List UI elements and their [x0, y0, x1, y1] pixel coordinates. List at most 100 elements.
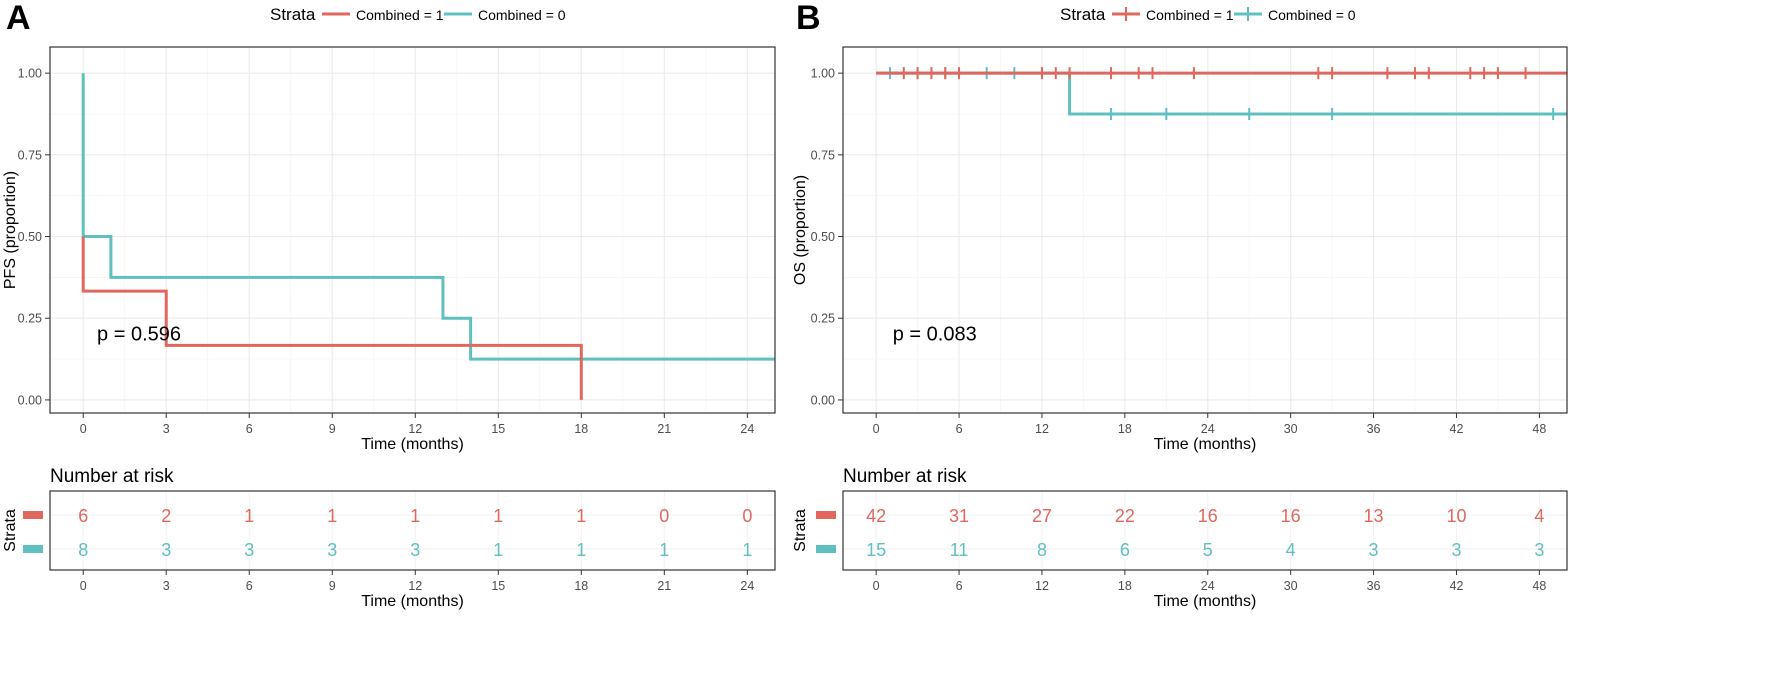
p-value-annotation: p = 0.083 [893, 324, 977, 346]
x-tick-label: 36 [1367, 422, 1381, 436]
risk-strata-key [23, 545, 43, 553]
y-tick-label: 0.50 [18, 230, 42, 244]
risk-count: 3 [1534, 540, 1544, 560]
x-axis-title: Time (months) [1154, 436, 1257, 453]
y-axis-title: OS (proportion) [792, 175, 809, 285]
y-tick-label: 0.25 [811, 312, 835, 326]
risk-x-tick-label: 15 [491, 579, 505, 593]
x-tick-label: 9 [329, 422, 336, 436]
risk-count: 22 [1115, 506, 1135, 526]
y-tick-label: 0.75 [811, 148, 835, 162]
risk-strata-key [23, 511, 43, 519]
km-curve-combined-0 [81, 73, 775, 361]
risk-count: 13 [1364, 506, 1384, 526]
y-tick-label: 1.00 [811, 67, 835, 81]
y-tick-label: 0.50 [811, 230, 835, 244]
risk-strata-axis-title: Strata [2, 509, 19, 552]
risk-count: 42 [866, 506, 886, 526]
risk-count: 8 [1037, 540, 1047, 560]
x-tick-label: 24 [1201, 422, 1215, 436]
risk-count: 15 [866, 540, 886, 560]
risk-count: 3 [161, 540, 171, 560]
risk-count: 1 [742, 540, 752, 560]
risk-count: 27 [1032, 506, 1052, 526]
risk-count: 16 [1198, 506, 1218, 526]
risk-x-tick-label: 3 [163, 579, 170, 593]
y-tick-label: 0.75 [18, 148, 42, 162]
x-tick-label: 0 [873, 422, 880, 436]
risk-count: 11 [950, 540, 969, 560]
risk-x-tick-label: 12 [1035, 579, 1049, 593]
panel-label: A [6, 0, 31, 37]
risk-count: 3 [244, 540, 254, 560]
risk-count: 1 [327, 506, 337, 526]
legend-entry-label: Combined = 1 [1146, 7, 1234, 23]
risk-x-tick-label: 0 [873, 579, 880, 593]
risk-x-tick-label: 30 [1284, 579, 1298, 593]
legend-title: Strata [270, 5, 316, 24]
risk-table-border [49, 490, 776, 571]
x-axis-title: Time (months) [361, 436, 464, 453]
risk-count: 31 [949, 506, 969, 526]
panel-label: B [796, 0, 821, 37]
x-tick-label: 30 [1284, 422, 1298, 436]
y-tick-label: 1.00 [18, 67, 42, 81]
legend-entry-label: Combined = 0 [1268, 7, 1356, 23]
risk-x-tick-label: 9 [329, 579, 336, 593]
risk-count: 6 [1120, 540, 1130, 560]
risk-count: 6 [78, 506, 88, 526]
x-tick-label: 12 [408, 422, 422, 436]
x-tick-label: 3 [163, 422, 170, 436]
risk-count: 0 [659, 506, 669, 526]
legend-title: Strata [1060, 5, 1106, 24]
risk-table-border [842, 490, 1568, 571]
risk-table-title: Number at risk [843, 466, 967, 487]
legend-entry-label: Combined = 0 [478, 7, 566, 23]
risk-count: 1 [659, 540, 669, 560]
risk-x-tick-label: 21 [657, 579, 671, 593]
risk-count: 8 [78, 540, 88, 560]
risk-strata-key [816, 511, 836, 519]
risk-count: 1 [493, 506, 503, 526]
risk-count: 10 [1446, 506, 1466, 526]
risk-count: 1 [410, 506, 420, 526]
x-tick-label: 18 [574, 422, 588, 436]
risk-x-tick-label: 24 [1201, 579, 1215, 593]
risk-x-tick-label: 0 [80, 579, 87, 593]
risk-table-title: Number at risk [50, 466, 174, 487]
risk-x-axis-title: Time (months) [361, 593, 464, 610]
x-tick-label: 12 [1035, 422, 1049, 436]
risk-x-tick-label: 12 [408, 579, 422, 593]
x-tick-label: 21 [657, 422, 671, 436]
risk-count: 2 [161, 506, 171, 526]
risk-count: 4 [1534, 506, 1544, 526]
risk-count: 4 [1286, 540, 1296, 560]
risk-x-tick-label: 6 [956, 579, 963, 593]
risk-count: 1 [493, 540, 503, 560]
plot-panel-border [842, 46, 1568, 414]
risk-x-tick-label: 42 [1450, 579, 1464, 593]
x-tick-label: 48 [1532, 422, 1546, 436]
km-curve-combined-0 [876, 71, 1567, 116]
km-curve-combined-1 [81, 236, 583, 400]
x-tick-label: 42 [1450, 422, 1464, 436]
risk-count: 3 [327, 540, 337, 560]
risk-count: 3 [1369, 540, 1379, 560]
p-value-annotation: p = 0.596 [97, 324, 181, 346]
x-tick-label: 0 [80, 422, 87, 436]
risk-x-tick-label: 24 [740, 579, 754, 593]
risk-x-tick-label: 36 [1367, 579, 1381, 593]
legend-entry-label: Combined = 1 [356, 7, 444, 23]
risk-x-axis-title: Time (months) [1154, 593, 1257, 610]
x-tick-label: 24 [740, 422, 754, 436]
risk-count: 1 [576, 540, 586, 560]
risk-x-tick-label: 18 [1118, 579, 1132, 593]
y-axis-title: PFS (proportion) [2, 171, 19, 289]
risk-count: 1 [244, 506, 254, 526]
y-tick-label: 0.00 [18, 393, 42, 407]
risk-x-tick-label: 18 [574, 579, 588, 593]
x-tick-label: 15 [491, 422, 505, 436]
plot-panel-border [49, 46, 776, 414]
